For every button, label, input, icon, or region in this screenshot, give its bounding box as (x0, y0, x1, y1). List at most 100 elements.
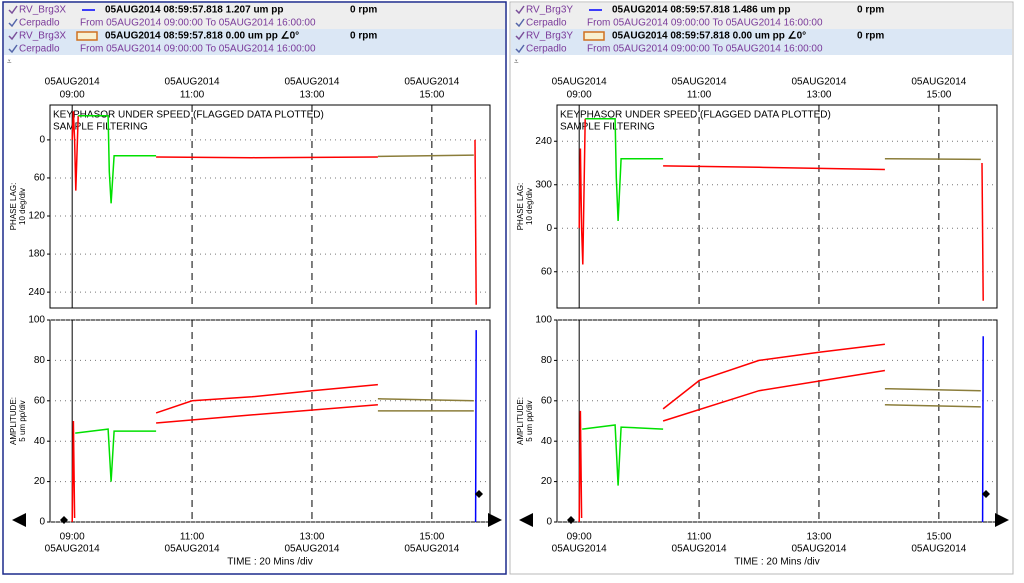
x-tick-top: 15:00 (419, 90, 444, 101)
plot-box (49, 319, 491, 523)
x-date-top: 05AUG2014 (165, 77, 220, 88)
legend-row (511, 3, 1012, 16)
legend-info: 05AUG2014 08:59:57.818 1.207 um pp (105, 5, 283, 16)
x-date-bottom: 05AUG2014 (791, 544, 846, 555)
legend-rpm: 0 rpm (350, 31, 377, 42)
channel-name: RV_Brg3X (19, 31, 66, 42)
scroll-right[interactable] (995, 513, 1009, 527)
y-tick-label: 240 (535, 136, 552, 147)
trace (884, 387, 981, 392)
plot-note: SAMPLE FILTERING (53, 122, 148, 133)
x-tick-bottom: 11:00 (687, 532, 712, 543)
x-tick-bottom: 13:00 (299, 532, 324, 543)
x-date-bottom: 05AUG2014 (404, 544, 459, 555)
x-date-bottom: 05AUG2014 (672, 544, 727, 555)
channel-icon (515, 44, 525, 54)
y-tick-label: 0 (39, 135, 45, 146)
y-axis-label: 10 deg/div (18, 188, 27, 225)
x-date-top: 05AUG2014 (672, 77, 727, 88)
x-tick-top: 09:00 (60, 90, 85, 101)
x-tick-top: 15:00 (926, 90, 951, 101)
trace (582, 424, 664, 486)
legend-row (4, 3, 505, 16)
y-tick-label: 240 (28, 287, 45, 298)
trace (156, 156, 378, 159)
channel-name: RV_Brg3Y (526, 5, 573, 16)
x-tick-top: 13:00 (806, 90, 831, 101)
scroll-left[interactable] (519, 513, 533, 527)
x-date-top: 05AUG2014 (45, 77, 100, 88)
channel-name: Cerpadlo (19, 44, 60, 55)
channel-icon (515, 5, 525, 15)
channel-icon (8, 44, 18, 54)
x-date-top: 05AUG2014 (791, 77, 846, 88)
trace (377, 154, 474, 158)
x-tick-bottom: 09:00 (60, 532, 85, 543)
cursor-marker[interactable] (475, 490, 483, 498)
x-tick-top: 13:00 (299, 90, 324, 101)
legend-info: 05AUG2014 08:59:57.818 0.00 um pp ∠0° (105, 31, 299, 42)
legend-row (4, 29, 505, 42)
y-axis-label: 5 um pp/div (18, 400, 27, 441)
y-tick-label: 60 (541, 395, 553, 406)
scroll-right[interactable] (488, 513, 502, 527)
y-axis-label: PHASE LAG: (9, 183, 18, 231)
collapse-marker[interactable]: ⩡ (514, 57, 519, 66)
trace (585, 118, 664, 222)
legend-rpm: 0 rpm (857, 31, 884, 42)
channel-name: Cerpadlo (19, 18, 60, 29)
trace (981, 336, 984, 523)
legend-row (4, 16, 505, 29)
x-tick-bottom: 11:00 (180, 532, 205, 543)
plot-box (556, 319, 998, 523)
trace (578, 410, 583, 523)
y-tick-label: 0 (39, 517, 45, 528)
legend-swatch (76, 31, 98, 41)
x-date-bottom: 05AUG2014 (284, 544, 339, 555)
x-date-top: 05AUG2014 (911, 77, 966, 88)
trace (71, 420, 76, 523)
trace (156, 404, 378, 424)
channel-icon (8, 18, 18, 28)
channel-icon (8, 5, 18, 15)
collapse-marker[interactable]: ⩡ (7, 57, 12, 66)
plot-note: KEYPHASOR UNDER SPEED (FLAGGED DATA PLOT… (53, 110, 324, 121)
y-tick-label: 100 (28, 315, 45, 326)
trace (377, 398, 474, 402)
y-tick-label: 100 (535, 315, 552, 326)
x-tick-top: 11:00 (687, 90, 712, 101)
legend-info: 05AUG2014 08:59:57.818 1.486 um pp (612, 5, 790, 16)
channel-icon (515, 31, 525, 41)
y-tick-label: 60 (541, 266, 553, 277)
x-tick-bottom: 15:00 (926, 532, 951, 543)
legend-swatch (583, 31, 605, 41)
plot-note: SAMPLE FILTERING (560, 122, 655, 133)
y-tick-label: 40 (541, 436, 553, 447)
plot-box (49, 104, 491, 309)
legend-rpm: 0 rpm (857, 5, 884, 16)
legend-info: From 05AUG2014 09:00:00 To 05AUG2014 16:… (587, 18, 823, 29)
y-axis-label: 5 um pp/div (525, 400, 534, 441)
y-tick-label: 60 (34, 173, 46, 184)
y-tick-label: 120 (28, 211, 45, 222)
cursor-marker[interactable] (567, 516, 575, 524)
x-date-bottom: 05AUG2014 (552, 544, 607, 555)
y-tick-label: 0 (546, 223, 552, 234)
x-tick-top: 09:00 (567, 90, 592, 101)
scroll-left[interactable] (12, 513, 26, 527)
y-axis-label: PHASE LAG: (516, 183, 525, 231)
channel-icon (8, 31, 18, 41)
x-date-bottom: 05AUG2014 (165, 544, 220, 555)
trace (981, 162, 984, 301)
trace (662, 369, 886, 422)
y-tick-label: 0 (546, 517, 552, 528)
y-tick-label: 180 (28, 249, 45, 260)
channel-icon (515, 18, 525, 28)
y-axis-label: AMPLITUDE: (516, 397, 525, 445)
cursor-marker[interactable] (982, 490, 990, 498)
x-date-top: 05AUG2014 (552, 77, 607, 88)
cursor-marker[interactable] (60, 516, 68, 524)
legend-row (511, 16, 1012, 29)
